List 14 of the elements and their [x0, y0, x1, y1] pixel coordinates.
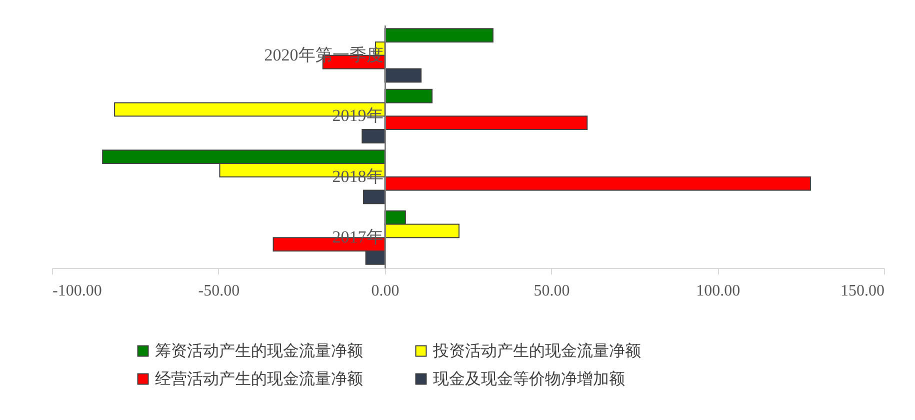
legend-label: 现金及现金等价物净增加额: [433, 369, 625, 388]
x-tick-label: 150.00: [840, 282, 884, 300]
x-tick-label: 50.00: [534, 282, 570, 300]
x-tick-label: -100.00: [52, 282, 102, 300]
y-tick-label: 2019年: [332, 106, 384, 126]
y-tick-label: 2018年: [332, 166, 384, 186]
x-tick-label: -50.00: [198, 282, 240, 300]
legend-label: 经营活动产生的现金流量净额: [155, 369, 363, 388]
legend-label: 投资活动产生的现金流量净额: [432, 341, 641, 360]
legend-label: 筹资活动产生的现金流量净额: [155, 341, 363, 360]
x-tick-label: 0.00: [371, 282, 400, 300]
y-tick-label: 2020年第一季度: [264, 45, 384, 64]
y-tick-label: 2017年: [332, 228, 384, 247]
x-tick-label: 100.00: [696, 282, 740, 300]
